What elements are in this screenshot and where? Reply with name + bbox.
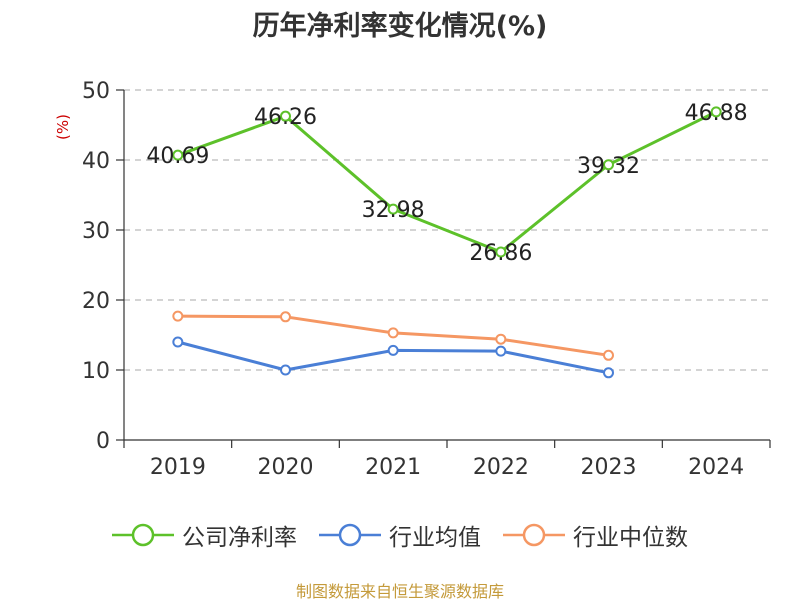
data-label: 39.32 [577, 154, 640, 179]
data-label: 40.69 [146, 144, 209, 169]
y-tick-label: 50 [82, 79, 110, 104]
legend-marker-icon [112, 523, 174, 547]
y-axis-label: (%) [54, 114, 72, 140]
data-point [387, 344, 399, 356]
series-line [177, 110, 717, 254]
data-point [387, 327, 399, 339]
data-label: 46.26 [254, 105, 317, 130]
y-tick-label: 20 [82, 289, 110, 314]
legend-label: 行业均值 [389, 525, 481, 551]
data-point [495, 246, 507, 258]
y-tick-label: 30 [82, 219, 110, 244]
data-point [172, 149, 184, 161]
data-label: 32.98 [362, 198, 425, 223]
legend-marker-icon [503, 523, 565, 547]
data-point [495, 345, 507, 357]
data-point [603, 159, 614, 171]
data-point [172, 310, 184, 322]
y-tick-label: 40 [82, 149, 110, 174]
data-point [387, 203, 399, 215]
data-point [280, 110, 291, 122]
legend-item[interactable]: 行业均值 [319, 518, 481, 552]
data-point [710, 106, 722, 118]
data-source-note: 制图数据来自恒生聚源数据库 [295, 582, 504, 601]
data-label: 26.86 [469, 241, 532, 266]
data-point [495, 333, 507, 345]
legend-marker-icon [319, 523, 381, 547]
legend-item[interactable]: 公司净利率 [112, 518, 297, 552]
x-tick-label: 2019 [150, 455, 206, 480]
data-point [603, 349, 614, 361]
data-point [603, 367, 614, 379]
legend: 公司净利率 行业均值 行业中位数 [0, 518, 800, 552]
legend-label: 行业中位数 [573, 525, 688, 551]
legend-item[interactable]: 行业中位数 [503, 518, 688, 552]
y-tick-label: 0 [96, 429, 110, 454]
x-tick-label: 2021 [365, 455, 421, 480]
data-label: 46.88 [685, 101, 748, 126]
legend-label: 公司净利率 [182, 525, 297, 551]
x-tick-label: 2023 [581, 455, 637, 480]
data-point [280, 311, 291, 323]
data-point [172, 336, 184, 348]
x-tick-label: 2020 [258, 455, 314, 480]
y-tick-label: 10 [82, 359, 110, 384]
chart-title: 历年净利率变化情况(%) [252, 11, 548, 42]
x-tick-label: 2024 [688, 455, 744, 480]
data-point [280, 364, 291, 376]
x-tick-label: 2022 [473, 455, 529, 480]
